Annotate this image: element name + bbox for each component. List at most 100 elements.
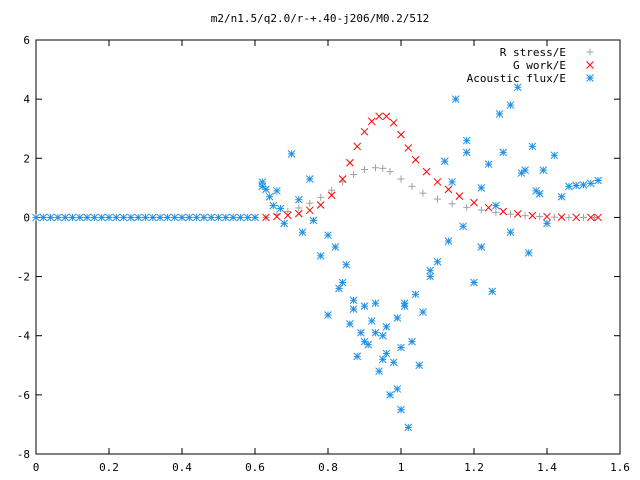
chart-title: m2/n1.5/q2.0/r-+.40-j206/M0.2/512 <box>211 12 430 25</box>
data-point <box>360 127 369 136</box>
data-point <box>207 213 216 222</box>
data-point <box>528 142 537 151</box>
data-point <box>331 243 340 251</box>
data-point <box>543 219 551 228</box>
data-point <box>156 213 164 222</box>
data-point <box>426 272 435 281</box>
data-point <box>528 211 537 220</box>
data-point <box>371 299 380 308</box>
data-point <box>448 178 456 186</box>
y-tick-label: 6 <box>23 34 30 47</box>
data-point <box>382 349 391 358</box>
legend-marker <box>586 48 594 56</box>
axis-ticks: 0 0.2 0.4 0.6 0.8 1 1.2 1.4 1.6 6 4 2 0 -2 -4 -6 -8 <box>17 34 630 474</box>
x-tick-label: 0.2 <box>99 461 119 474</box>
data-point <box>433 257 442 266</box>
data-point <box>298 228 307 237</box>
data-point <box>353 142 362 151</box>
data-point <box>397 405 405 414</box>
data-point <box>221 213 230 222</box>
y-tick-label: -4 <box>17 330 31 343</box>
data-point <box>513 83 522 92</box>
data-point <box>46 213 55 222</box>
data-point <box>328 186 336 194</box>
data-point <box>386 391 394 399</box>
data-point <box>557 192 566 201</box>
data-point <box>350 171 358 179</box>
data-point <box>451 95 460 103</box>
data-point <box>550 213 558 221</box>
data-point <box>316 201 325 209</box>
data-point <box>317 193 325 201</box>
data-point <box>422 167 431 176</box>
data-point <box>506 228 515 237</box>
legend-label: R stress/E <box>500 46 566 59</box>
data-point <box>572 181 581 190</box>
data-point <box>389 358 398 367</box>
data-point <box>243 213 252 222</box>
data-point <box>327 191 336 200</box>
data-point <box>61 213 70 222</box>
data-point <box>54 213 62 222</box>
data-point <box>127 213 135 222</box>
data-point <box>463 203 471 211</box>
data-point <box>565 182 573 191</box>
data-point <box>506 101 515 109</box>
y-tick-label: 4 <box>23 93 30 106</box>
data-point <box>382 322 391 331</box>
x-tick-label: 1.6 <box>610 461 630 474</box>
x-tick-label: 0.8 <box>318 461 338 474</box>
data-point <box>462 148 471 157</box>
data-point <box>408 337 416 346</box>
data-point <box>459 222 467 231</box>
y-tick-label: 0 <box>23 211 30 224</box>
y-tick-label: -2 <box>17 271 30 284</box>
data-point <box>393 385 402 393</box>
data-point <box>586 213 595 222</box>
data-point <box>214 213 223 222</box>
data-point <box>262 185 270 194</box>
data-point <box>539 166 548 174</box>
data-point <box>148 213 157 222</box>
y-tick-label: -6 <box>17 389 30 402</box>
data-point <box>444 185 453 194</box>
data-point <box>462 136 471 145</box>
data-point <box>408 182 416 190</box>
data-point <box>367 117 376 126</box>
data-point <box>470 198 478 207</box>
data-point <box>477 243 486 251</box>
data-point <box>378 355 387 364</box>
data-point <box>400 302 409 310</box>
data-point <box>419 308 427 316</box>
data-point <box>276 204 285 213</box>
data-point <box>39 213 48 222</box>
data-point <box>170 213 179 222</box>
data-point <box>440 157 449 166</box>
data-point <box>499 148 508 157</box>
data-point <box>379 164 387 172</box>
data-point <box>338 175 347 183</box>
series-g-work-e <box>262 112 602 222</box>
data-point <box>535 189 544 198</box>
data-point <box>444 237 453 245</box>
data-point <box>75 213 84 222</box>
data-point <box>415 361 424 370</box>
legend-marker <box>586 61 594 69</box>
data-point <box>536 213 544 221</box>
data-point <box>316 252 325 260</box>
x-tick-label: 0.6 <box>245 461 265 474</box>
data-point <box>105 213 113 222</box>
data-point <box>342 260 351 269</box>
legend-label: Acoustic flux/E <box>467 72 566 85</box>
data-point <box>324 231 332 240</box>
data-point <box>360 302 369 310</box>
data-point <box>265 192 274 201</box>
y-tick-label: 2 <box>23 152 30 165</box>
data-point <box>513 210 522 218</box>
x-tick-label: 0 <box>33 461 40 474</box>
data-point <box>378 331 387 340</box>
data-point <box>382 112 391 121</box>
data-point <box>97 213 106 222</box>
